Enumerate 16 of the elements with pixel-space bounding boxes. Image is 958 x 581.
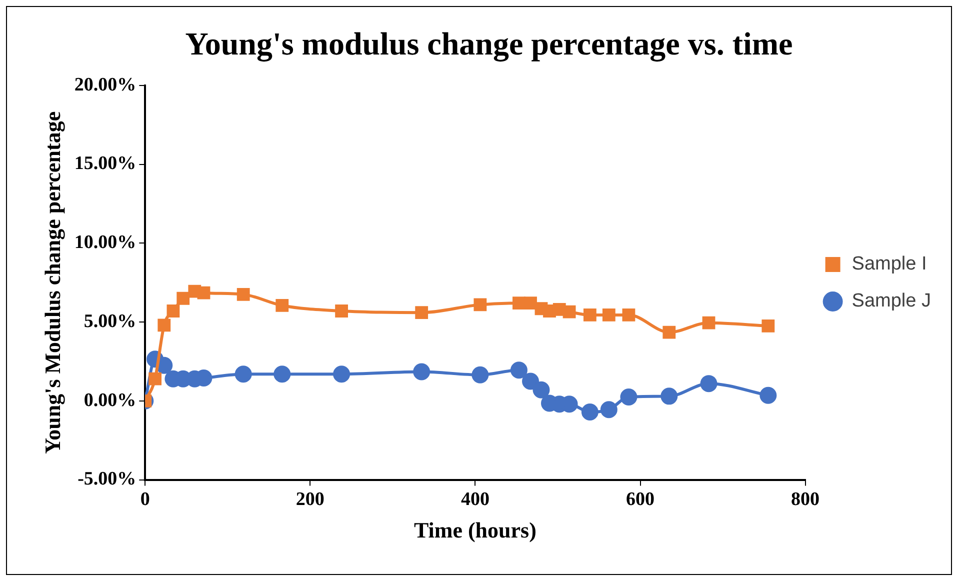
chart-title: Young's modulus change percentage vs. time (185, 25, 793, 62)
y-tick-label: 10.00% (74, 232, 136, 254)
x-axis-title: Time (hours) (414, 517, 536, 542)
y-tick-label: 15.00% (74, 153, 136, 174)
y-tick-label: 5.00% (84, 310, 136, 332)
y-tick-label: 20.00% (74, 74, 136, 96)
y-tick-label: -5.00% (78, 468, 136, 490)
x-tick-label: 200 (296, 489, 324, 510)
x-tick-label: 0 (140, 489, 150, 510)
legend-label: Sample I (852, 254, 927, 275)
legend-label: Sample J (852, 290, 931, 312)
x-tick-label: 400 (460, 489, 490, 510)
y-axis-title: Young's Modulus change percentage (40, 111, 65, 454)
x-tick-label: 800 (791, 489, 820, 510)
y-tick-label: 0.00% (84, 390, 136, 411)
x-tick-label: 600 (626, 489, 655, 510)
